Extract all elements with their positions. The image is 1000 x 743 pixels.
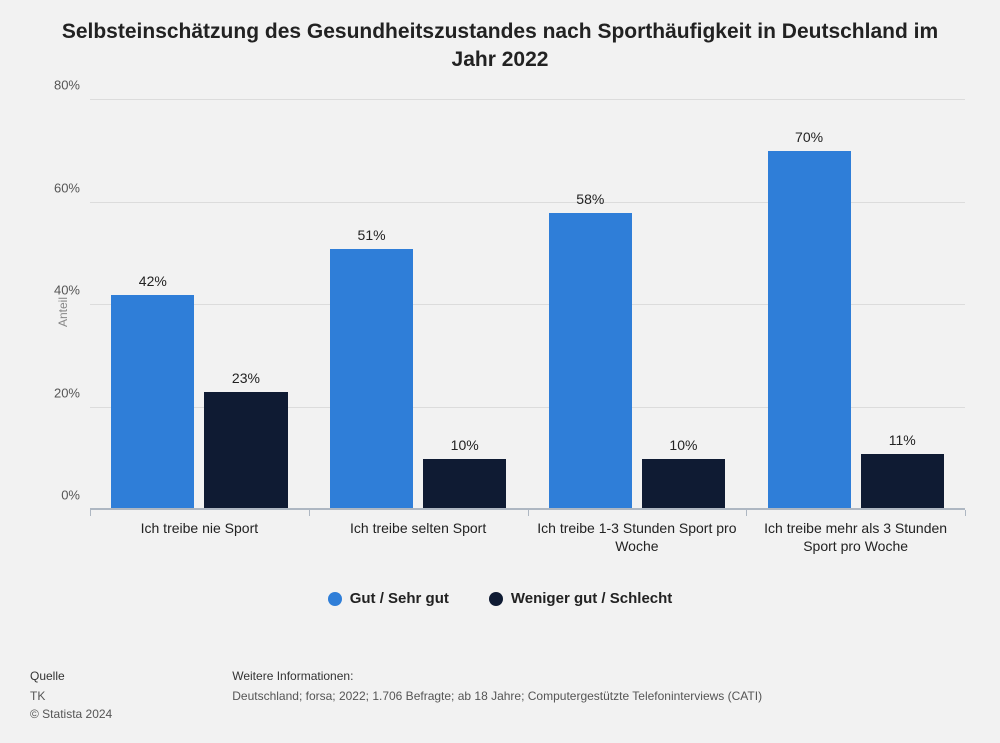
bar-group: 70%11%Ich treibe mehr als 3 Stunden Spor… (746, 100, 965, 510)
footer-source-name: TK (30, 687, 112, 705)
bar: 10% (642, 459, 725, 510)
legend-swatch (328, 592, 342, 606)
x-tick-mark (90, 510, 91, 516)
y-tick-label: 60% (54, 180, 90, 195)
footer-copyright: © Statista 2024 (30, 705, 112, 723)
footer-source: Quelle TK © Statista 2024 (30, 667, 112, 723)
y-tick-label: 20% (54, 385, 90, 400)
bar: 70% (768, 151, 851, 510)
bar-pair: 42%23% (90, 100, 309, 510)
legend-item: Weniger gut / Schlecht (489, 590, 672, 607)
category-label: Ich treibe selten Sport (309, 510, 528, 538)
footer-source-heading: Quelle (30, 667, 112, 685)
bar-pair: 51%10% (309, 100, 528, 510)
bar-pair: 58%10% (528, 100, 747, 510)
plot-area: Anteil 42%23%Ich treibe nie Sport51%10%I… (90, 100, 965, 510)
bar-value-label: 42% (139, 273, 167, 295)
chart-area: Anteil 42%23%Ich treibe nie Sport51%10%I… (30, 90, 970, 570)
y-tick-label: 80% (54, 78, 90, 93)
bar-value-label: 23% (232, 370, 260, 392)
chart-footer: Quelle TK © Statista 2024 Weitere Inform… (30, 667, 970, 723)
y-axis-label: Anteil (56, 297, 70, 327)
bar: 10% (423, 459, 506, 510)
x-tick-mark (965, 510, 966, 516)
x-tick-mark (528, 510, 529, 516)
bar-value-label: 10% (451, 437, 479, 459)
footer-info-heading: Weitere Informationen: (232, 667, 762, 685)
bar: 11% (861, 454, 944, 510)
category-label: Ich treibe mehr als 3 Stunden Sport pro … (746, 510, 965, 555)
x-tick-mark (309, 510, 310, 516)
bar: 23% (204, 392, 287, 510)
y-tick-label: 40% (54, 283, 90, 298)
bar: 58% (549, 213, 632, 510)
bar-group: 58%10%Ich treibe 1-3 Stunden Sport pro W… (528, 100, 747, 510)
legend-label: Weniger gut / Schlecht (511, 590, 672, 607)
bar-group: 51%10%Ich treibe selten Sport (309, 100, 528, 510)
bar-value-label: 51% (358, 227, 386, 249)
y-tick-label: 0% (61, 488, 90, 503)
bar: 51% (330, 249, 413, 510)
category-label: Ich treibe nie Sport (90, 510, 309, 538)
footer-info: Weitere Informationen: Deutschland; fors… (232, 667, 762, 723)
bar-group: 42%23%Ich treibe nie Sport (90, 100, 309, 510)
bar-value-label: 10% (669, 437, 697, 459)
bar: 42% (111, 295, 194, 510)
bar-groups: 42%23%Ich treibe nie Sport51%10%Ich trei… (90, 100, 965, 510)
footer-info-text: Deutschland; forsa; 2022; 1.706 Befragte… (232, 687, 762, 705)
legend: Gut / Sehr gut Weniger gut / Schlecht (0, 590, 1000, 607)
bar-value-label: 70% (795, 129, 823, 151)
bar-value-label: 11% (889, 432, 916, 454)
bar-pair: 70%11% (746, 100, 965, 510)
legend-swatch (489, 592, 503, 606)
category-label: Ich treibe 1-3 Stunden Sport pro Woche (528, 510, 747, 555)
legend-item: Gut / Sehr gut (328, 590, 449, 607)
bar-value-label: 58% (576, 191, 604, 213)
x-tick-mark (746, 510, 747, 516)
legend-label: Gut / Sehr gut (350, 590, 449, 607)
chart-title: Selbsteinschätzung des Gesundheitszustan… (0, 0, 1000, 75)
